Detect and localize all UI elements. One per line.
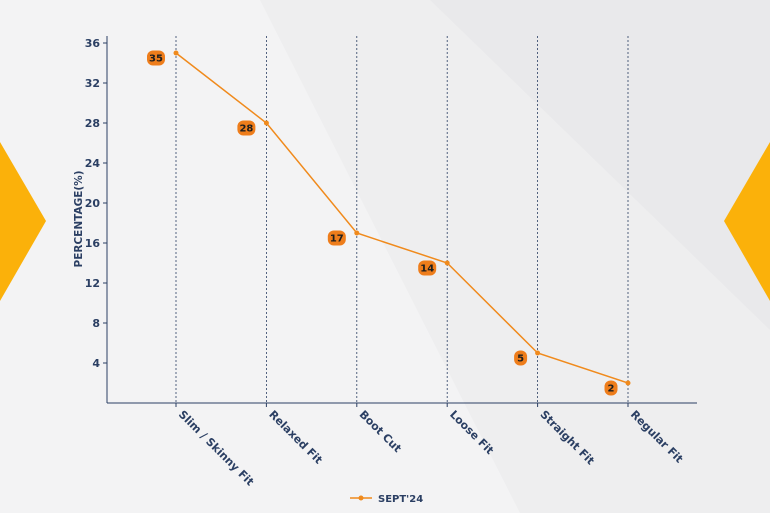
- data-label: 35: [149, 54, 163, 65]
- x-tick-label: Boot Cut: [357, 408, 404, 455]
- x-tick-label: Loose Fit: [447, 408, 496, 457]
- x-tick-label: Slim / Skinny Fit: [176, 408, 256, 488]
- data-label-background: [327, 230, 346, 246]
- y-tick-label: 32: [85, 77, 100, 90]
- data-label-background: [418, 260, 437, 276]
- data-point: [444, 260, 450, 266]
- legend-marker: [358, 495, 364, 501]
- right-accent-shape: [724, 142, 770, 301]
- y-axis-ticks: 4 8 12 16 20 24 28 32 36: [85, 37, 107, 370]
- series-line-sept24: [175, 52, 629, 384]
- data-label-badge: 2: [604, 380, 618, 396]
- vertical-gridlines: [175, 36, 629, 403]
- y-tick-label: 36: [85, 37, 101, 50]
- legend-label: SEPT'24: [378, 494, 423, 505]
- data-label-badge: 5: [514, 350, 528, 366]
- data-label: 28: [239, 124, 253, 135]
- y-tick-label: 8: [92, 317, 100, 330]
- data-label-badge: 28: [237, 120, 256, 136]
- data-labels: 35 28 17 14 5 2: [147, 50, 618, 396]
- data-point: [354, 230, 360, 236]
- y-axis-title: PERCENTAGE(%): [73, 170, 85, 267]
- data-point: [625, 380, 631, 386]
- data-label-background: [147, 50, 165, 66]
- y-tick-label: 20: [85, 197, 101, 210]
- legend: SEPT'24: [350, 494, 423, 505]
- data-point: [535, 350, 541, 356]
- x-tick-label: Straight Fit: [537, 408, 596, 467]
- data-label: 14: [420, 264, 434, 275]
- y-tick-label: 12: [85, 277, 100, 290]
- data-label-background: [514, 350, 528, 366]
- data-point: [173, 50, 179, 56]
- data-label-background: [604, 380, 618, 396]
- data-label: 2: [608, 384, 615, 395]
- data-label-badge: 14: [418, 260, 437, 276]
- left-accent-shape: [0, 142, 46, 301]
- y-tick-label: 4: [92, 357, 100, 370]
- data-label-badge: 35: [147, 50, 165, 66]
- data-label-badge: 17: [327, 230, 346, 246]
- y-tick-label: 16: [85, 237, 101, 250]
- axes: [106, 36, 697, 404]
- data-label: 17: [330, 234, 344, 245]
- data-label-background: [237, 120, 256, 136]
- x-tick-label: Regular Fit: [628, 408, 686, 466]
- y-tick-label: 28: [85, 117, 100, 130]
- data-label: 5: [517, 354, 524, 365]
- series-points: [173, 50, 631, 386]
- x-tick-label: Relaxed Fit: [266, 408, 325, 467]
- data-point: [263, 120, 269, 126]
- y-tick-label: 24: [85, 157, 101, 170]
- x-axis-labels: Slim / Skinny Fit Relaxed Fit Boot Cut Loos…: [175, 403, 686, 488]
